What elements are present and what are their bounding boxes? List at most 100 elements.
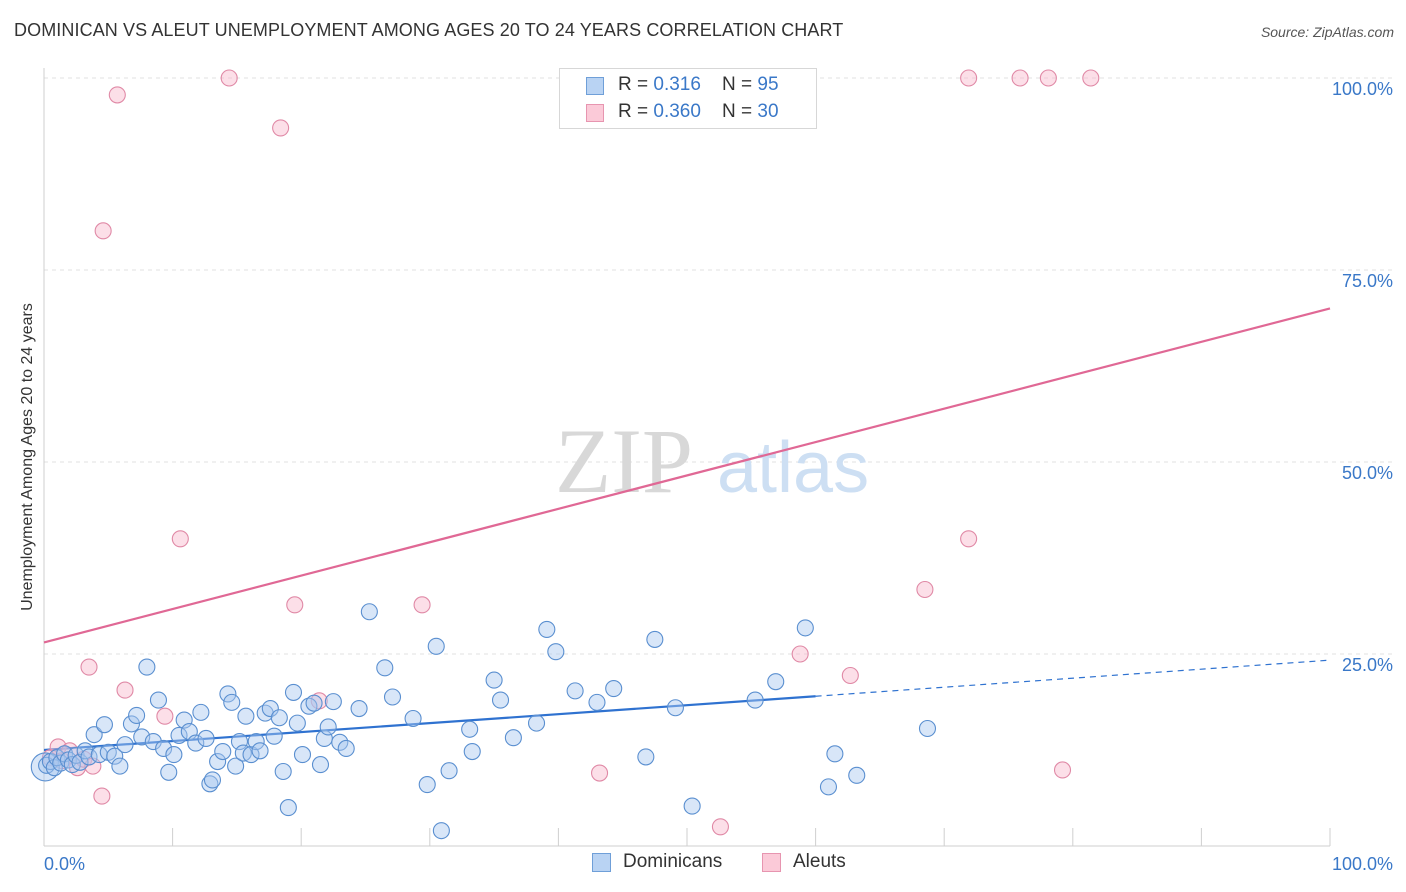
dominican-point — [144, 733, 162, 751]
bottom-legend-label: Dominicans — [623, 851, 723, 872]
dominican-point — [242, 746, 260, 764]
dominican-point — [637, 748, 655, 766]
x-tick-label: 100.0% — [1332, 854, 1393, 874]
grid-lines — [44, 77, 1394, 655]
watermark: ZIP atlas — [555, 410, 869, 512]
dominican-point — [149, 691, 168, 709]
dominican-point — [350, 699, 368, 718]
dominican-point — [128, 706, 146, 724]
aleut-point — [156, 707, 174, 725]
dominican-point — [826, 745, 844, 763]
aleut-point — [80, 658, 98, 676]
dominican-point — [746, 691, 764, 709]
legend-swatch-pink — [586, 104, 604, 122]
aleut-point — [94, 222, 112, 240]
aleuts-points — [41, 69, 1100, 836]
dominican-point — [247, 733, 265, 751]
legend-n-label: N = — [722, 101, 758, 122]
dominican-point — [848, 766, 866, 784]
trend-lines — [43, 307, 1331, 752]
aleut-point — [286, 596, 304, 614]
dominican-point — [305, 694, 323, 712]
dominican-point — [300, 697, 318, 715]
aleut-point — [116, 681, 134, 699]
dominican-point — [227, 757, 245, 775]
dominican-point — [311, 756, 330, 774]
dominican-point — [160, 763, 178, 781]
y-axis-label: Unemployment Among Ages 20 to 24 years — [19, 303, 36, 611]
dominican-point — [274, 762, 292, 781]
dominican-point — [337, 739, 355, 758]
dominican-point — [566, 682, 584, 700]
y-tick-label: 25.0% — [1342, 655, 1393, 675]
aleut-point — [916, 580, 934, 599]
dominican-point — [122, 715, 140, 733]
dominican-point — [138, 658, 156, 676]
tick-labels: 25.0% 50.0% 75.0% 100.0% 0.0% 100.0% — [44, 79, 1393, 874]
dominican-point — [485, 671, 503, 689]
dominican-point — [461, 720, 479, 738]
dominican-point — [440, 762, 458, 780]
dominican-point — [106, 747, 124, 765]
dominican-point — [288, 714, 306, 732]
aleut-point — [413, 596, 431, 614]
dominican-point — [360, 603, 378, 621]
dominican-point — [404, 709, 422, 728]
dominican-point — [319, 718, 337, 736]
legend-r-value: 0.316 — [653, 74, 701, 95]
watermark-zip: ZIP — [555, 410, 693, 512]
legend-n-label: N = — [722, 74, 758, 95]
y-tick-label: 75.0% — [1342, 271, 1393, 291]
dominican-point — [170, 726, 188, 744]
dominican-point — [767, 673, 785, 691]
dominican-point — [279, 799, 297, 817]
dominican-point — [427, 637, 445, 655]
dominican-point — [203, 771, 222, 789]
dominican-point — [155, 739, 173, 758]
legend-r-value: 0.360 — [653, 101, 701, 122]
aleut-point — [93, 787, 111, 805]
dominicans-points — [30, 603, 937, 840]
dominican-point — [187, 734, 205, 752]
aleut-point — [171, 530, 189, 548]
dominican-point — [527, 714, 546, 732]
dominican-point — [666, 699, 684, 717]
dominican-point — [261, 699, 279, 718]
dominican-point — [265, 727, 283, 745]
aleut-point — [591, 764, 609, 782]
aleut-point — [1011, 69, 1029, 87]
y-tick-label: 50.0% — [1342, 463, 1393, 483]
dominican-point — [116, 736, 134, 754]
x-tick-label: 0.0% — [44, 854, 85, 874]
dominican-point — [819, 778, 838, 796]
aleut-point — [960, 530, 978, 548]
dominican-point — [293, 746, 312, 764]
watermark-atlas: atlas — [717, 428, 869, 508]
aleut-point — [960, 69, 978, 87]
dominican-point — [491, 691, 510, 709]
source-credit: Source: ZipAtlas.com — [1260, 24, 1394, 40]
aleuts-trend-line — [43, 307, 1331, 644]
dominican-point — [376, 659, 394, 677]
axes — [43, 68, 1331, 847]
dominican-point — [197, 729, 215, 748]
legend-n-value: 95 — [757, 74, 779, 95]
aleut-point — [1053, 761, 1072, 779]
dominican-point — [214, 742, 232, 761]
dominican-point — [192, 703, 210, 721]
aleut-point — [1082, 69, 1100, 87]
dominican-point — [918, 719, 937, 738]
legend-r-label: R = — [618, 101, 654, 122]
dominican-point — [432, 822, 450, 840]
aleut-point — [791, 645, 809, 663]
dominican-point — [646, 630, 664, 648]
dominican-point — [270, 709, 288, 727]
dominican-point — [111, 757, 129, 775]
y-tick-label: 100.0% — [1332, 79, 1393, 99]
dominican-point — [237, 707, 255, 725]
chart-title: DOMINICAN VS ALEUT UNEMPLOYMENT AMONG AG… — [14, 20, 844, 40]
bottom-legend-label: Aleuts — [793, 851, 846, 872]
dominican-point — [219, 685, 237, 703]
dominican-point — [284, 683, 303, 701]
